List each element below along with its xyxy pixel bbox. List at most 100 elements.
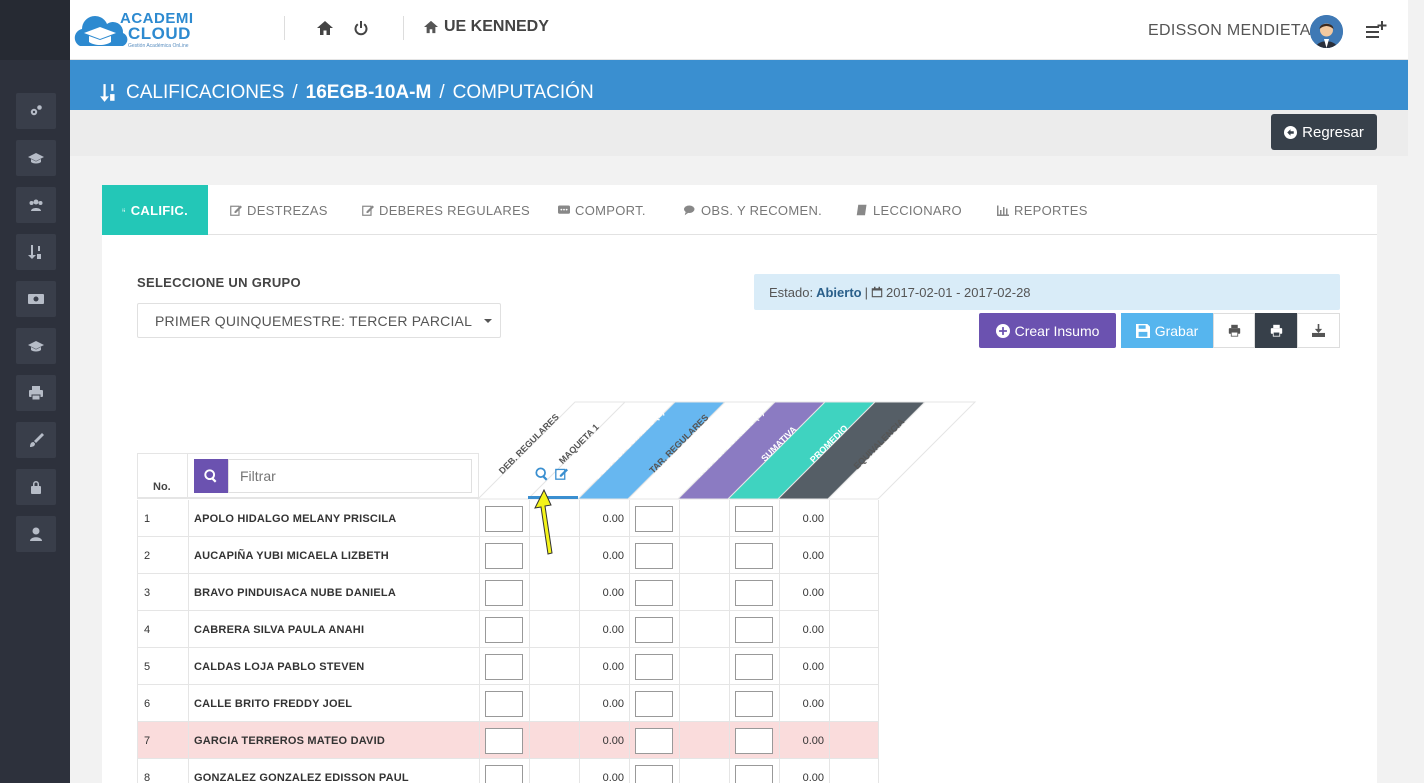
sort-numeric-icon [100,83,115,102]
print-button[interactable] [1213,313,1255,348]
edit-icon[interactable] [555,467,568,485]
deb-regulares-input[interactable] [479,574,529,611]
sumativa-input[interactable] [729,500,779,537]
grade-input[interactable] [635,616,673,643]
download-button[interactable] [1297,313,1340,348]
brush-icon[interactable] [16,422,56,458]
grade-input[interactable] [485,764,523,783]
grade-input[interactable] [735,653,773,680]
tab-obs-recomen[interactable]: OBS. Y RECOMEN. [684,185,822,235]
divider [403,16,404,40]
promedio-value: 0.00 [779,500,829,537]
grade-input[interactable] [485,579,523,606]
settings-icon[interactable] [16,93,56,129]
tar-regulares-input[interactable] [629,574,679,611]
deb-regulares-input[interactable] [479,611,529,648]
menu-add-icon[interactable] [1366,20,1388,40]
deb-regulares-input[interactable] [479,500,529,537]
power-icon[interactable] [351,18,371,38]
grade-input[interactable] [485,542,523,569]
grade-input[interactable] [635,727,673,754]
tar-regulares-input[interactable] [629,611,679,648]
deb-regulares-input[interactable] [479,537,529,574]
sumativa-input[interactable] [729,611,779,648]
sumativa-input[interactable] [729,722,779,759]
user-name[interactable]: EDISSON MENDIETA [1148,22,1311,39]
tab-comport[interactable]: COMPORT. [558,185,646,235]
sumativa-input[interactable] [729,685,779,722]
print-dark-button[interactable] [1255,313,1297,348]
grade-input[interactable] [635,505,673,532]
grade-input[interactable] [635,690,673,717]
deb-regulares-input[interactable] [479,722,529,759]
tar-regulares-input[interactable] [629,648,679,685]
grade-input[interactable] [735,727,773,754]
back-button[interactable]: Regresar [1271,114,1377,150]
home-icon[interactable] [315,18,335,38]
search-icon[interactable] [535,467,549,486]
sumativa-input[interactable] [729,648,779,685]
filter-input[interactable] [228,459,472,493]
grade-input[interactable] [735,505,773,532]
deb-regulares-input[interactable] [479,648,529,685]
tar-regulares-input[interactable] [629,685,679,722]
row-number: 3 [144,586,151,599]
sort-numeric-icon[interactable] [16,234,56,270]
tab-destrezas[interactable]: DESTREZAS [230,185,328,235]
deb-regulares-input[interactable] [479,685,529,722]
grade-input[interactable] [635,542,673,569]
tar-regulares-input[interactable] [629,537,679,574]
tar-regulares-input[interactable] [629,759,679,783]
grabar-button[interactable]: Grabar [1121,313,1213,348]
tab-reportes[interactable]: REPORTES [997,185,1088,235]
crear-insumo-button[interactable]: Crear Insumo [979,313,1116,348]
logo-text-cloud: CLOUD [128,24,191,43]
tab-deberes-regulares[interactable]: DEBERES REGULARES [362,185,530,235]
grade-input[interactable] [735,579,773,606]
grade-input[interactable] [735,764,773,783]
academicloud-logo[interactable]: ACADEMI CLOUD Gestión Académica OnLine [70,6,200,54]
grade-input[interactable] [735,616,773,643]
tar-regulares-input[interactable] [629,500,679,537]
users-icon[interactable] [16,187,56,223]
avatar[interactable] [1310,15,1343,48]
sumativa-input[interactable] [729,537,779,574]
grade-input[interactable] [485,690,523,717]
deb-regulares-input[interactable] [479,759,529,783]
logo-text-academi: ACADEMI [120,10,194,27]
graduation-cap-icon[interactable] [16,140,56,176]
grade-input[interactable] [735,690,773,717]
money-icon[interactable] [16,281,56,317]
print-icon[interactable] [16,375,56,411]
sumativa-input[interactable] [729,574,779,611]
tar-especiales-cell [679,648,729,685]
estado-prefix: Estado: [769,284,814,300]
grade-input[interactable] [485,727,523,754]
maqueta-cell [529,574,579,611]
grade-input[interactable] [485,505,523,532]
tar-regulares-input[interactable] [629,722,679,759]
edit-icon [230,205,242,216]
grade-input[interactable] [635,579,673,606]
table-row: 3 BRAVO PINDUISACA NUBE DANIELA 0.00 0.00 [137,574,879,611]
student-name: CALDAS LOJA PABLO STEVEN [188,648,479,685]
grade-input[interactable] [635,764,673,783]
group-select[interactable]: PRIMER QUINQUEMESTRE: TERCER PARCIAL [137,303,501,338]
grade-input[interactable] [485,653,523,680]
tab-label: CALIFIC. [130,202,188,218]
tab-leccionaro[interactable]: LECCIONARO [856,185,962,235]
lock-icon[interactable] [16,469,56,505]
grade-input[interactable] [735,542,773,569]
user-icon[interactable] [16,516,56,552]
no-header: No. [138,454,188,498]
title-sep: / [439,81,445,103]
grade-input[interactable] [635,653,673,680]
maqueta-cell [529,611,579,648]
grade-input[interactable] [485,616,523,643]
graduation-cap-icon[interactable] [16,328,56,364]
sumativa-input[interactable] [729,759,779,783]
search-button[interactable] [194,459,228,493]
sort-numeric-icon [122,208,126,212]
main-panel: CALIFIC. DESTREZAS DEBERES REGULARES COM… [102,185,1377,783]
tab-calific[interactable]: CALIFIC. [102,185,208,235]
